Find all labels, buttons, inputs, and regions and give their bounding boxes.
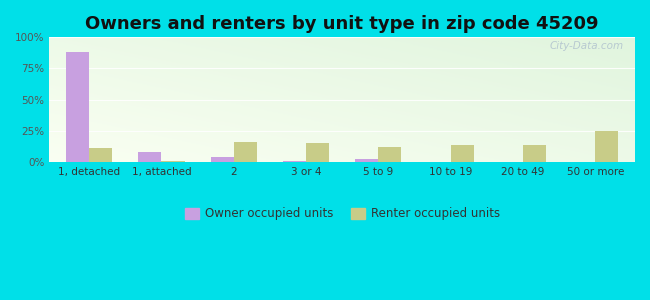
Title: Owners and renters by unit type in zip code 45209: Owners and renters by unit type in zip c… xyxy=(85,15,599,33)
Bar xyxy=(138,152,161,162)
Bar xyxy=(283,161,306,162)
Text: City-Data.com: City-Data.com xyxy=(549,41,623,51)
Bar xyxy=(234,142,257,162)
Bar xyxy=(306,143,329,162)
Bar xyxy=(378,147,402,162)
Bar xyxy=(450,145,474,162)
Bar xyxy=(595,131,618,162)
Legend: Owner occupied units, Renter occupied units: Owner occupied units, Renter occupied un… xyxy=(180,203,504,225)
Bar xyxy=(355,160,378,162)
Bar xyxy=(523,145,546,162)
Bar xyxy=(161,161,185,162)
Bar xyxy=(211,157,234,162)
Bar xyxy=(66,52,89,162)
Bar xyxy=(89,148,112,162)
